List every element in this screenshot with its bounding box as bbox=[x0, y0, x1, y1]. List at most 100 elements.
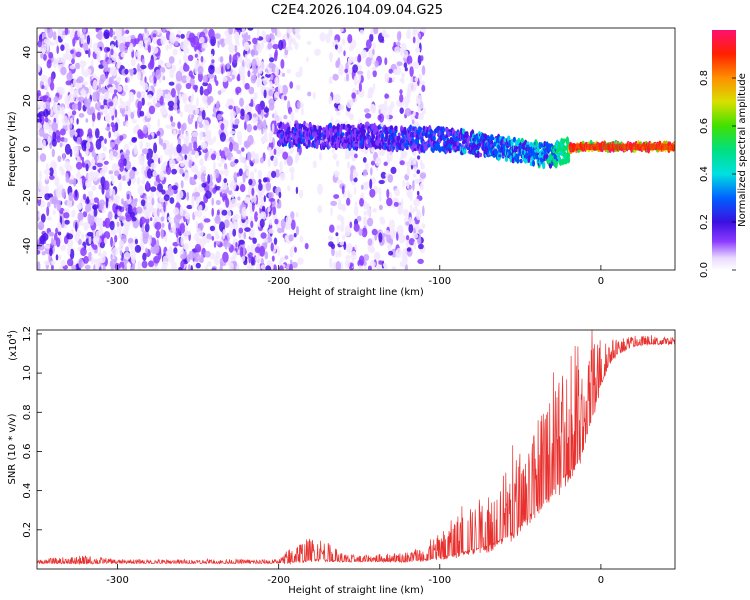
spectrogram-noise-cell bbox=[282, 151, 289, 160]
spectrogram-noise-cell bbox=[393, 68, 398, 75]
spectrogram-noise-cell bbox=[353, 205, 359, 217]
spectrogram-noise-cell bbox=[415, 94, 423, 105]
spectrogram-noise-cell bbox=[399, 78, 405, 83]
spectrogram-noise-cell bbox=[229, 110, 236, 119]
spectrogram-noise-cell bbox=[334, 93, 341, 105]
spectrogram-noise-cell bbox=[229, 130, 236, 135]
spectrogram-noise-cell bbox=[220, 150, 226, 161]
spectrogram-noise-cell bbox=[219, 265, 223, 270]
snr-panel: -300 -200 -100 0 0.2 0.4 0.6 0.8 1.0 1.2 Height … bbox=[6, 326, 676, 596]
spectrogram-noise-cell bbox=[66, 72, 73, 81]
spectrogram-noise-cell bbox=[92, 91, 98, 102]
spectrogram-noise-cell bbox=[222, 251, 229, 263]
spectrogram-noise-cell bbox=[153, 142, 158, 154]
spectrogram-noise-cell bbox=[365, 39, 372, 50]
spectrogram-noise-cell bbox=[59, 142, 63, 148]
spectrogram-noise-cell bbox=[290, 211, 295, 220]
spectrogram-noise-cell bbox=[278, 39, 284, 51]
spectrogram-ridge-cell bbox=[476, 150, 480, 159]
spectrogram-noise-cell bbox=[370, 246, 375, 254]
spectrogram-noise-cell bbox=[59, 87, 65, 96]
spectrogram-noise-cell bbox=[107, 86, 115, 94]
spectrogram-noise-cell bbox=[244, 140, 249, 149]
spectrogram-noise-cell bbox=[364, 113, 372, 119]
spectrogram-noise-cell bbox=[246, 151, 252, 161]
spectrogram-noise-cell bbox=[314, 48, 321, 56]
spectrogram-noise-cell bbox=[219, 169, 225, 176]
spectrogram-noise-cell bbox=[175, 70, 183, 82]
spectrogram-noise-cell bbox=[183, 64, 190, 72]
spectrogram-noise-cell bbox=[257, 120, 264, 130]
spectrogram-noise-cell bbox=[220, 123, 225, 131]
spectrogram-noise-cell bbox=[385, 113, 390, 120]
spectrogram-noise-cell bbox=[233, 265, 237, 270]
spectrogram-noise-cell bbox=[265, 73, 272, 78]
spectrogram-noise-cell bbox=[370, 160, 376, 166]
spectrogram-noise-cell bbox=[184, 224, 188, 233]
spectrogram-noise-cell bbox=[268, 198, 276, 202]
spectrogram-noise-cell bbox=[148, 105, 156, 115]
spectrogram-noise-cell bbox=[263, 238, 268, 243]
spectrogram-noise-cell bbox=[73, 177, 77, 187]
spectrogram-noise-cell bbox=[159, 155, 163, 163]
spectrogram-noise-cell bbox=[157, 59, 164, 66]
spectrogram-noise-cell bbox=[86, 108, 94, 116]
spectrogram-noise-cell bbox=[379, 216, 385, 221]
spectrogram-noise-cell bbox=[228, 43, 235, 54]
spectrogram-noise-cell bbox=[392, 76, 396, 83]
spectrogram-noise-cell bbox=[304, 242, 309, 250]
spectrogram-x-tick-label: -100 bbox=[428, 276, 451, 287]
spectrogram-noise-cell bbox=[169, 197, 175, 204]
spectrogram-noise-cell bbox=[165, 165, 169, 172]
spectrogram-noise-cell bbox=[136, 91, 142, 99]
spectrogram-noise-cell bbox=[114, 214, 118, 220]
spectrogram-noise-cell bbox=[268, 132, 274, 137]
spectrogram-noise-cell bbox=[153, 180, 159, 187]
snr-frame bbox=[36, 329, 676, 570]
spectrogram-noise-cell bbox=[61, 188, 66, 199]
spectrogram-noise-cell bbox=[179, 205, 184, 217]
colorbar-tick-label: 0.0 bbox=[699, 262, 710, 278]
spectrogram-noise-cell bbox=[270, 262, 274, 270]
spectrogram-noise-cell bbox=[167, 216, 172, 221]
spectrogram-noise-cell bbox=[103, 231, 111, 240]
spectrogram-noise-cell bbox=[254, 246, 261, 254]
spectrogram-noise-cell bbox=[104, 217, 111, 229]
spectrogram-noise-cell bbox=[165, 28, 172, 31]
spectrogram-noise-cell bbox=[176, 109, 181, 114]
spectrogram-noise-cell bbox=[150, 162, 157, 170]
spectrogram-noise-cell bbox=[358, 255, 365, 266]
spectrogram-noise-cell bbox=[200, 55, 204, 63]
spectrogram-noise-cell bbox=[383, 230, 390, 235]
spectrogram-noise-cell bbox=[229, 141, 233, 152]
spectrogram-noise-cell bbox=[399, 93, 404, 103]
spectrogram-noise-cell bbox=[382, 262, 387, 268]
spectrogram-noise-cell bbox=[42, 139, 46, 149]
spectrogram-noise-cell bbox=[251, 151, 255, 158]
spectrogram-noise-cell bbox=[54, 176, 60, 188]
spectrogram-noise-cell bbox=[188, 32, 196, 44]
spectrogram-noise-cell bbox=[47, 201, 51, 208]
spectrogram-noise-cell bbox=[53, 96, 59, 103]
spectrogram-noise-cell bbox=[223, 219, 230, 229]
spectrogram-noise-cell bbox=[117, 55, 120, 66]
colorbar-tick-label: 0.8 bbox=[699, 70, 710, 86]
spectrogram-noise-cell bbox=[274, 77, 279, 85]
spectrogram-noise-cell bbox=[358, 228, 363, 237]
colorbar-ticks: 0.0 0.2 0.4 0.6 0.8 bbox=[699, 70, 736, 278]
spectrogram-noise-cell bbox=[150, 186, 157, 192]
spectrogram-noise-cell bbox=[330, 206, 333, 217]
spectrogram-noise-cell bbox=[418, 177, 425, 183]
spectrogram-noise-cell bbox=[193, 141, 198, 151]
spectrogram-noise-cell bbox=[207, 73, 215, 79]
spectrogram-y-tick-label: 0 bbox=[22, 146, 33, 152]
spectrogram-noise-cell bbox=[113, 131, 119, 138]
spectrogram-noise-cell bbox=[44, 244, 51, 249]
spectrogram-noise-cell bbox=[217, 40, 220, 49]
spectrogram-noise-cell bbox=[233, 221, 239, 229]
spectrogram-noise-cell bbox=[415, 47, 421, 53]
spectrogram-noise-cell bbox=[244, 160, 248, 172]
spectrogram-noise-cell bbox=[354, 153, 358, 159]
spectrogram-noise-cell bbox=[396, 61, 403, 66]
spectrogram-noise-cell bbox=[223, 178, 227, 184]
